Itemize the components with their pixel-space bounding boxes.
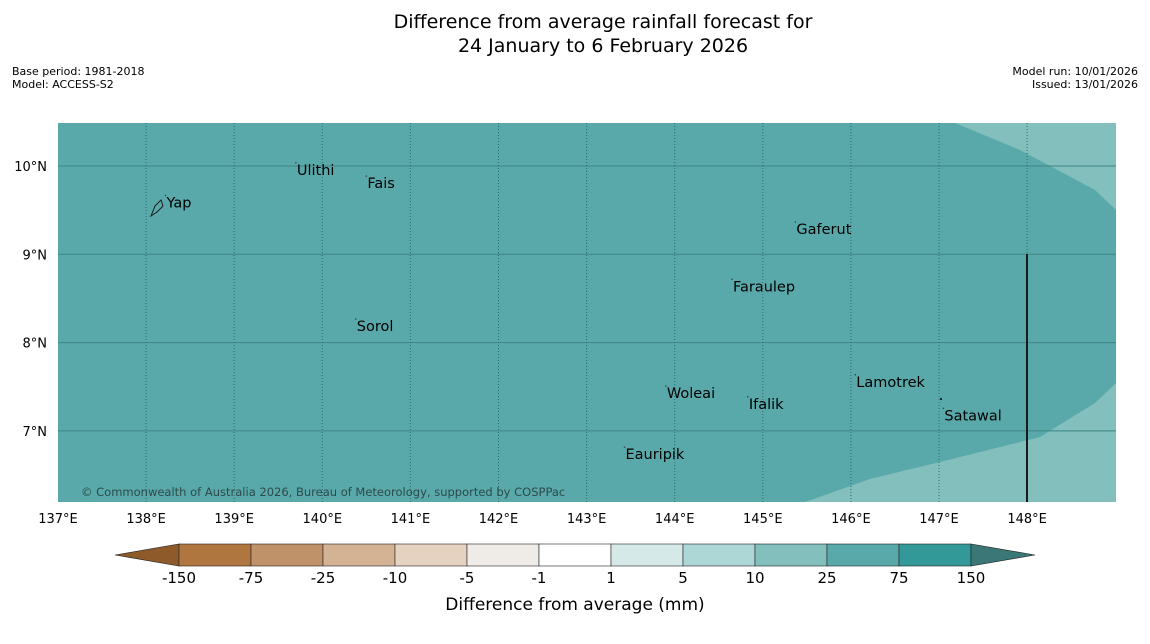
colorbar-tick-label: 1 <box>606 569 616 587</box>
longitude-label: 143°E <box>567 512 607 527</box>
colorbar-segment <box>610 543 684 567</box>
colorbar-tick-label: -150 <box>162 569 196 587</box>
longitude-label: 139°E <box>214 512 254 527</box>
colorbar-over-arrow <box>970 543 1036 567</box>
longitude-label: 137°E <box>38 512 78 527</box>
colorbar-tick-label: 5 <box>678 569 688 587</box>
longitude-label: 145°E <box>743 512 783 527</box>
place-label-sorol: Sorol <box>357 319 394 335</box>
latitude-label: 10°N <box>14 160 47 175</box>
anomaly-region-5-10mm-south <box>805 383 1116 502</box>
colorbar-segment <box>826 543 900 567</box>
island-marker <box>295 162 297 164</box>
base-period: Base period: 1981-2018 <box>12 65 145 78</box>
colorbar-segment <box>898 543 972 567</box>
title-line-1: Difference from average rainfall forecas… <box>393 11 813 33</box>
island-marker <box>747 396 749 398</box>
place-label-lamotrek: Lamotrek <box>856 375 925 391</box>
island-marker <box>854 374 857 376</box>
longitude-label: 148°E <box>1007 512 1047 527</box>
colorbar-segment <box>538 543 612 567</box>
colorbar-segment <box>754 543 828 567</box>
colorbar-segment <box>682 543 756 567</box>
colorbar-tick-label: -1 <box>532 569 547 587</box>
colorbar-tick-label: -5 <box>460 569 475 587</box>
colorbar-tick-label: 10 <box>745 569 764 587</box>
colorbar-tick-label: -25 <box>311 569 336 587</box>
longitude-label: 138°E <box>126 512 166 527</box>
island-marker <box>942 407 945 410</box>
colorbar-tick-label: -10 <box>383 569 408 587</box>
place-label-gaferut: Gaferut <box>796 222 851 238</box>
place-label-yap: Yap <box>165 196 191 212</box>
island-marker <box>794 221 797 223</box>
longitude-label: 141°E <box>391 512 431 527</box>
island-marker <box>623 446 626 448</box>
colorbar-tick-label: -75 <box>239 569 264 587</box>
place-label-ulithi: Ulithi <box>297 163 335 179</box>
colorbar-segment <box>250 543 324 567</box>
island-marker <box>665 385 667 387</box>
island-marker <box>365 175 368 177</box>
anomaly-region-5-10mm-north <box>955 123 1116 210</box>
colorbar-segment <box>466 543 540 567</box>
latitude-label: 8°N <box>23 337 48 352</box>
latitude-label: 7°N <box>23 425 48 440</box>
issued-date: Issued: 13/01/2026 <box>1031 78 1138 91</box>
longitude-label: 142°E <box>479 512 519 527</box>
colorbar-segment <box>178 543 252 567</box>
place-label-satawal: Satawal <box>944 408 1001 424</box>
colorbar-tick-label: 25 <box>817 569 836 587</box>
place-label-woleai: Woleai <box>667 386 715 402</box>
island-marker <box>731 278 733 281</box>
colorbar-segment <box>322 543 396 567</box>
island-dot <box>940 398 942 400</box>
longitude-label: 144°E <box>655 512 695 527</box>
place-label-eauripik: Eauripik <box>625 447 684 463</box>
island-marker <box>355 318 357 320</box>
colorbar-label: Difference from average (mm) <box>445 595 704 615</box>
model-run: Model run: 10/01/2026 <box>1012 65 1138 78</box>
place-label-ifalik: Ifalik <box>749 397 784 413</box>
longitude-label: 146°E <box>831 512 871 527</box>
map-title: Difference from average rainfall forecas… <box>0 10 1150 58</box>
latitude-label: 9°N <box>23 248 48 263</box>
colorbar-tick-label: 75 <box>889 569 908 587</box>
colorbar-tick-label: 150 <box>957 569 986 587</box>
title-line-2: 24 January to 6 February 2026 <box>457 35 749 57</box>
colorbar-under-arrow <box>114 543 180 567</box>
longitude-label: 140°E <box>303 512 343 527</box>
model-name: Model: ACCESS-S2 <box>12 78 114 91</box>
yap-island-outline <box>149 199 164 218</box>
place-label-faraulep: Faraulep <box>733 279 795 295</box>
copyright-notice: © Commonwealth of Australia 2026, Bureau… <box>81 485 566 499</box>
place-label-fais: Fais <box>367 176 394 192</box>
island-marker <box>164 194 167 197</box>
colorbar-segment <box>394 543 468 567</box>
longitude-label: 147°E <box>919 512 959 527</box>
